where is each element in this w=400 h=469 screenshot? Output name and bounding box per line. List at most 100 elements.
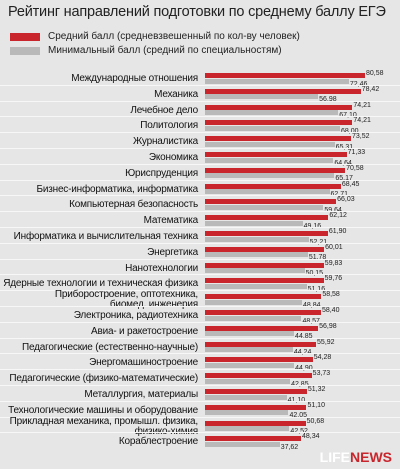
value-label: 51,78 (309, 254, 327, 261)
bar (205, 394, 287, 400)
bar (205, 268, 305, 274)
value-label: 48,57 (302, 318, 320, 325)
row-separator (0, 321, 400, 323)
value-label: 48,34 (301, 433, 320, 441)
bar (205, 357, 313, 363)
bar (205, 420, 306, 426)
value-label: 58,40 (321, 307, 340, 314)
value-label: 50,15 (306, 270, 324, 277)
bar (205, 120, 353, 126)
bar (205, 362, 295, 368)
value-label: 41,10 (288, 397, 306, 404)
bar (205, 141, 335, 147)
bar (205, 373, 312, 379)
value-label: 60,01 (325, 243, 343, 251)
bar (205, 426, 290, 432)
category-label: Кораблестроение (118, 436, 198, 448)
value-label: 44,85 (295, 333, 313, 340)
value-label: 64,64 (334, 160, 352, 167)
bar (205, 167, 346, 173)
bar (205, 73, 365, 78)
category-label: Международные отношения (71, 72, 198, 84)
value-label: 62,71 (331, 191, 349, 198)
value-label: 78,42 (361, 85, 380, 93)
row-separator (0, 432, 400, 434)
value-label: 51,16 (308, 286, 326, 293)
value-label: 37,62 (280, 443, 299, 451)
bar (205, 331, 295, 337)
bar (205, 299, 302, 305)
legend-label: Минимальный балл (средний по специальнос… (48, 45, 282, 56)
bar (205, 252, 308, 258)
row-separator (0, 416, 400, 418)
value-label: 51,10 (307, 401, 325, 409)
value-label: 70,58 (346, 164, 364, 172)
category-label: Энергомашиностроение (89, 357, 198, 369)
row-separator (0, 163, 400, 165)
category-label: Математика (143, 215, 199, 227)
logo: LIFENEWS (320, 449, 392, 465)
value-label: 59,64 (324, 207, 342, 214)
bar (205, 441, 280, 447)
category-label: Энергетика (147, 246, 198, 258)
category-label: Ядерные технологии и техническая физика (3, 278, 198, 290)
bar (205, 262, 324, 268)
bar (205, 78, 349, 84)
row-separator (0, 290, 400, 292)
bar (205, 215, 329, 221)
category-label: Электроника, радиотехника (73, 309, 198, 321)
value-label: 65,17 (335, 175, 353, 182)
category-label: Металлургия, материалы (84, 388, 198, 400)
category-label: Прикладная механика, промышл. физика, фи… (9, 415, 199, 437)
row-separator (0, 211, 400, 213)
bar (205, 236, 309, 242)
value-label: 58,58 (322, 291, 340, 299)
category-label: Политология (140, 120, 198, 132)
bar (205, 436, 301, 442)
value-label: 52,21 (310, 239, 328, 246)
row-separator (0, 100, 400, 102)
value-label: 67,10 (339, 112, 357, 119)
value-label: 68,00 (341, 128, 359, 135)
bar (205, 231, 328, 236)
category-label: Педагогические (физико-математические) (9, 373, 198, 385)
logo-part: NEWS (350, 449, 392, 465)
bar (205, 378, 291, 384)
row-separator (0, 132, 400, 134)
bar (205, 220, 303, 226)
category-label: Технологические машины и оборудование (8, 404, 198, 416)
category-label: Приборостроение, оптотехника, биомед. ин… (54, 289, 198, 311)
category-label: Механика (154, 88, 198, 100)
row-separator (0, 385, 400, 386)
row-separator (0, 400, 400, 402)
row-separator (0, 84, 400, 86)
value-label: 74,21 (353, 101, 371, 109)
value-label: 55,92 (317, 338, 335, 346)
bar (205, 88, 361, 94)
category-label: Лечебное дело (130, 104, 198, 116)
bar (205, 152, 347, 157)
bar (205, 204, 324, 210)
bar (205, 283, 307, 289)
bar (205, 246, 325, 252)
row-separator (0, 242, 400, 244)
chart-title: Рейтинг направлений подготовки по средне… (8, 4, 386, 20)
value-label: 44,90 (295, 365, 313, 372)
value-label: 50,68 (306, 417, 325, 425)
bar (205, 341, 317, 347)
row-separator (0, 195, 400, 197)
value-label: 71,33 (347, 149, 366, 156)
bar (205, 278, 324, 284)
bar (205, 310, 321, 315)
category-label: Журналистика (133, 136, 198, 148)
category-label: Юриспруденция (125, 167, 198, 179)
row-separator (0, 369, 400, 371)
row-separator (0, 148, 400, 149)
bar (205, 136, 351, 142)
value-label: 59,76 (324, 275, 343, 283)
value-label: 61,90 (328, 228, 347, 235)
bar (205, 173, 335, 179)
bar (205, 94, 319, 100)
value-label: 56,98 (319, 96, 337, 103)
